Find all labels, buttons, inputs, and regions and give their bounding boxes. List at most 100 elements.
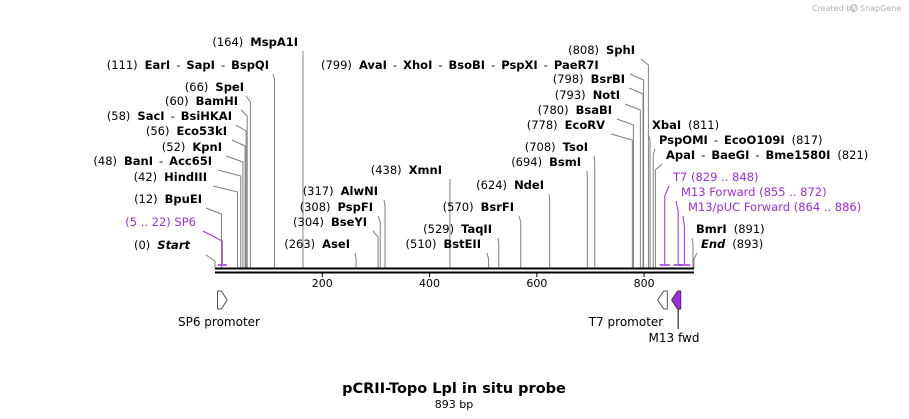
site-label-part: (799) <box>321 58 352 72</box>
site-label-part: BstEII <box>443 237 481 251</box>
site-label-part: (66) <box>185 80 209 94</box>
site-label-apai[interactable]: ApaI - BaeGI - Bme1580I (821) <box>666 148 868 162</box>
site-label-part: KpnI <box>192 140 222 154</box>
site-label-part: (438) <box>371 163 402 177</box>
primer-label-m13fwd[interactable]: M13 Forward (855 .. 872) <box>681 185 827 199</box>
site-label-part: BsaBI <box>576 103 612 117</box>
site-label-part: PspXI <box>501 58 537 72</box>
site-leader-alwni <box>383 199 386 268</box>
site-leader-sphi <box>640 58 649 268</box>
site-label-part: - <box>171 109 175 123</box>
site-label-tsoi[interactable]: (708) TsoI <box>525 140 588 154</box>
site-label-xbai[interactable]: XbaI (811) <box>652 118 719 132</box>
feature-track: SP6 promoter T7 promoter M13 fwd <box>178 290 699 345</box>
map-title: pCRII-Topo Lpl in situ probe <box>342 381 566 397</box>
ruler-tick-label: 200 <box>312 277 333 290</box>
site-label-pspfi[interactable]: (308) PspFI <box>300 200 373 214</box>
site-label-spei[interactable]: (66) SpeI <box>185 80 244 94</box>
site-leader-lines <box>205 50 698 268</box>
site-label-part: (817) <box>792 133 823 147</box>
primer-label-sp6[interactable]: (5 .. 22) SP6 <box>125 215 196 229</box>
site-label-sphi[interactable]: (808) SphI <box>568 43 635 57</box>
site-leader-start <box>205 254 216 268</box>
site-label-alwni[interactable]: (317) AlwNI <box>303 184 378 198</box>
site-leader-bsabi <box>616 118 634 268</box>
site-label-part: NdeI <box>514 178 544 192</box>
site-label-part: (304) <box>293 215 324 229</box>
site-label-asei[interactable]: (263) AseI <box>284 237 350 251</box>
feature-label-t7-promoter: T7 promoter <box>588 315 664 329</box>
site-label-part: (808) <box>568 43 599 57</box>
site-leader-bsteii <box>486 252 490 268</box>
site-label-bsabi[interactable]: (780) BsaBI <box>538 103 612 117</box>
site-label-eco53ki[interactable]: (56) Eco53kI <box>146 124 227 138</box>
site-label-part: (708) <box>525 140 556 154</box>
site-label-eari[interactable]: (111) EarI - SapI - BspQI <box>107 58 269 72</box>
site-label-part: - <box>714 133 718 147</box>
site-label-xmni[interactable]: (438) XmnI <box>371 163 442 177</box>
site-leader-asei <box>354 252 357 268</box>
site-label-mspa1i[interactable]: (164) MspA1I <box>212 35 298 49</box>
primer-label-m13puc[interactable]: M13/pUC Forward (864 .. 886) <box>688 200 861 214</box>
site-leader-hindiii <box>212 185 239 268</box>
site-label-bsrfi[interactable]: (570) BsrFI <box>443 200 514 214</box>
site-label-noti[interactable]: (793) NotI <box>555 88 620 102</box>
site-label-bseyi[interactable]: (304) BseYI <box>293 215 367 229</box>
site-label-hindiii[interactable]: (42) HindIII <box>134 170 207 184</box>
site-label-part: (793) <box>555 88 586 102</box>
site-leader-end <box>693 252 698 268</box>
site-label-part: XmnI <box>409 163 442 177</box>
site-label-ndei[interactable]: (624) NdeI <box>476 178 544 192</box>
site-label-bamhi[interactable]: (60) BamHI <box>165 94 238 108</box>
site-label-bsmi[interactable]: (694) BsmI <box>511 155 581 169</box>
feature-arrow-sp6-promoter[interactable] <box>217 290 228 310</box>
site-label-part: (780) <box>538 103 569 117</box>
site-label-part: AlwNI <box>341 184 378 198</box>
site-label-bmri[interactable]: BmrI (891) <box>696 222 765 236</box>
feature-arrow-t7-promoter[interactable] <box>657 290 668 310</box>
site-label-part: ApaI <box>666 148 695 162</box>
feature-arrow-m13-fwd[interactable] <box>671 290 682 310</box>
site-label-taqii[interactable]: (529) TaqII <box>423 222 492 236</box>
site-label-part: (48) <box>93 154 117 168</box>
site-label-part: (529) <box>423 222 454 236</box>
site-leader-spei <box>245 95 251 268</box>
site-label-saci[interactable]: (58) SacI - BsiHKAI <box>107 109 232 123</box>
site-leader-eari <box>272 73 276 268</box>
site-label-part: BaeGI <box>711 148 749 162</box>
site-label-part: (624) <box>476 178 507 192</box>
dna-backbone <box>215 267 694 274</box>
site-label-ecorv[interactable]: (778) EcoRV <box>527 118 605 132</box>
site-label-part: (570) <box>443 200 474 214</box>
site-label-bpuei[interactable]: (12) BpuEI <box>134 192 202 206</box>
site-label-part: Eco53kI <box>176 124 227 138</box>
restriction-site-labels: (0) Start (12) BpuEI (42) HindIII (48) BanI - Acc… <box>93 35 868 252</box>
site-label-ava1[interactable]: (799) AvaI - XhoI - BsoBI - PspXI - PaeR7I <box>321 58 599 72</box>
primer-label-t7[interactable]: T7 (829 .. 848) <box>672 170 759 184</box>
site-label-part: (811) <box>688 118 719 132</box>
primer-leader-m13puc <box>682 215 685 264</box>
ruler-tick-label: 400 <box>419 277 440 290</box>
site-label-part: - <box>159 154 163 168</box>
site-label-part: (317) <box>303 184 334 198</box>
site-label-end[interactable]: End (893) <box>701 237 763 251</box>
site-leader-saci <box>235 124 247 268</box>
site-leader-kpni <box>225 155 244 268</box>
site-label-part: BsrFI <box>481 200 514 214</box>
site-label-bsrbi[interactable]: (798) BsrBI <box>553 72 625 86</box>
site-label-part: XhoI <box>403 58 432 72</box>
brand-name: SnapGene <box>860 4 901 13</box>
site-label-bsteii[interactable]: (510) BstEII <box>406 237 481 251</box>
site-leader-bpuei <box>205 207 222 268</box>
site-label-part: SpeI <box>215 80 244 94</box>
site-leader-bsrbi <box>628 87 644 268</box>
site-leader-xbai <box>647 133 651 268</box>
site-label-part: (893) <box>732 237 763 251</box>
site-label-start[interactable]: (0) Start <box>134 238 191 252</box>
site-label-kpni[interactable]: (52) KpnI <box>162 140 222 154</box>
site-label-pspomi[interactable]: PspOMI - EcoO109I (817) <box>659 133 823 147</box>
site-leader-pspfi <box>377 215 381 268</box>
site-label-part: (263) <box>284 237 315 251</box>
site-label-bani[interactable]: (48) BanI - Acc65I <box>93 154 212 168</box>
